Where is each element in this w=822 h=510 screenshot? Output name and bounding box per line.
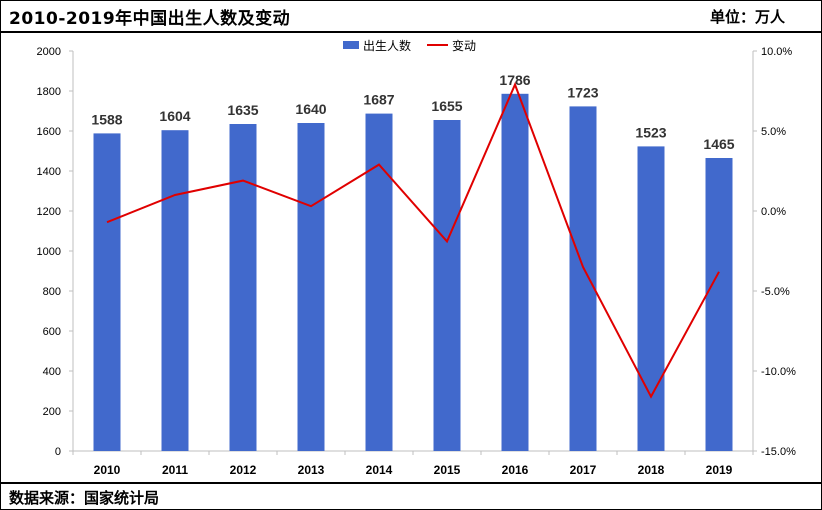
x-tick-label: 2011 xyxy=(162,463,188,477)
y-left-tick-label: 1600 xyxy=(37,126,61,138)
y-left-tick-label: 600 xyxy=(43,326,61,338)
x-tick-label: 2010 xyxy=(94,463,121,477)
bar-2011 xyxy=(161,130,189,451)
y-right-tick-label: 5.0% xyxy=(761,126,786,138)
y-right-tick-label: 10.0% xyxy=(761,46,792,58)
bar-2017 xyxy=(569,106,597,452)
y-left-tick-label: 1000 xyxy=(37,246,61,258)
y-right-tick-label: 0.0% xyxy=(761,206,786,218)
bar-2013 xyxy=(297,123,325,451)
y-left-tick-label: 1200 xyxy=(37,206,61,218)
axes: 0 200 400 600 800 1000 1200 1400 1600 1800 2000 -15… xyxy=(37,46,797,477)
data-label-2019: 1465 xyxy=(703,136,734,152)
bar-2010 xyxy=(93,133,121,451)
y-left-tick-label: 0 xyxy=(55,446,61,458)
x-tick-label: 2013 xyxy=(298,463,325,477)
x-tick-label: 2014 xyxy=(366,463,393,477)
y-left-tick-label: 200 xyxy=(43,406,61,418)
legend-label-change: 变动 xyxy=(452,38,476,53)
chart-svg: 出生人数 变动 0 200 400 600 800 1000 1200 1400 1600 180… xyxy=(37,38,797,477)
y-right-tick-label: -15.0% xyxy=(761,446,796,458)
bar-2015 xyxy=(433,120,461,451)
legend-swatch-bar xyxy=(343,41,359,49)
x-tick-label: 2012 xyxy=(230,463,257,477)
data-label-2013: 1640 xyxy=(295,101,326,117)
x-tick-label: 2015 xyxy=(434,463,461,477)
bar-2018 xyxy=(637,146,665,451)
y-left-tick-label: 1400 xyxy=(37,166,61,178)
x-tick-label: 2019 xyxy=(706,463,733,477)
bar-2016 xyxy=(501,93,529,452)
data-labels: 1588 1604 1635 1640 1687 1655 1786 1723 1523 1465 xyxy=(91,72,734,152)
unit-label: 单位：万人 xyxy=(709,8,785,26)
y-right-tick-label: -5.0% xyxy=(761,286,790,298)
bar-2019 xyxy=(705,158,733,451)
data-source: 数据来源：国家统计局 xyxy=(9,489,160,507)
data-label-2017: 1723 xyxy=(567,84,598,100)
bars xyxy=(93,93,733,452)
x-tick-label: 2018 xyxy=(638,463,665,477)
data-label-2011: 1604 xyxy=(159,108,190,124)
data-label-2014: 1687 xyxy=(363,92,394,108)
x-tick-label: 2017 xyxy=(570,463,597,477)
legend-label-births: 出生人数 xyxy=(363,38,411,53)
line-layer xyxy=(106,81,720,399)
y-right-tick-label: -10.0% xyxy=(761,366,796,378)
y-left-tick-label: 2000 xyxy=(37,46,61,58)
data-label-2010: 1588 xyxy=(91,111,122,127)
chart-title: 2010-2019年中国出生人数及变动 xyxy=(9,9,291,29)
data-label-2015: 1655 xyxy=(431,98,462,114)
y-left-tick-label: 1800 xyxy=(37,86,61,98)
change-line xyxy=(106,81,720,399)
title-bar: 2010-2019年中国出生人数及变动 单位：万人 xyxy=(1,1,821,33)
legend: 出生人数 变动 xyxy=(343,38,476,53)
data-label-2012: 1635 xyxy=(227,102,258,118)
bar-2012 xyxy=(229,124,257,451)
data-label-2016: 1786 xyxy=(499,72,530,88)
x-tick-label: 2016 xyxy=(502,463,529,477)
footer-rule xyxy=(1,482,821,484)
y-left-tick-label: 800 xyxy=(43,286,61,298)
data-label-2018: 1523 xyxy=(635,124,666,140)
y-left-tick-label: 400 xyxy=(43,366,61,378)
